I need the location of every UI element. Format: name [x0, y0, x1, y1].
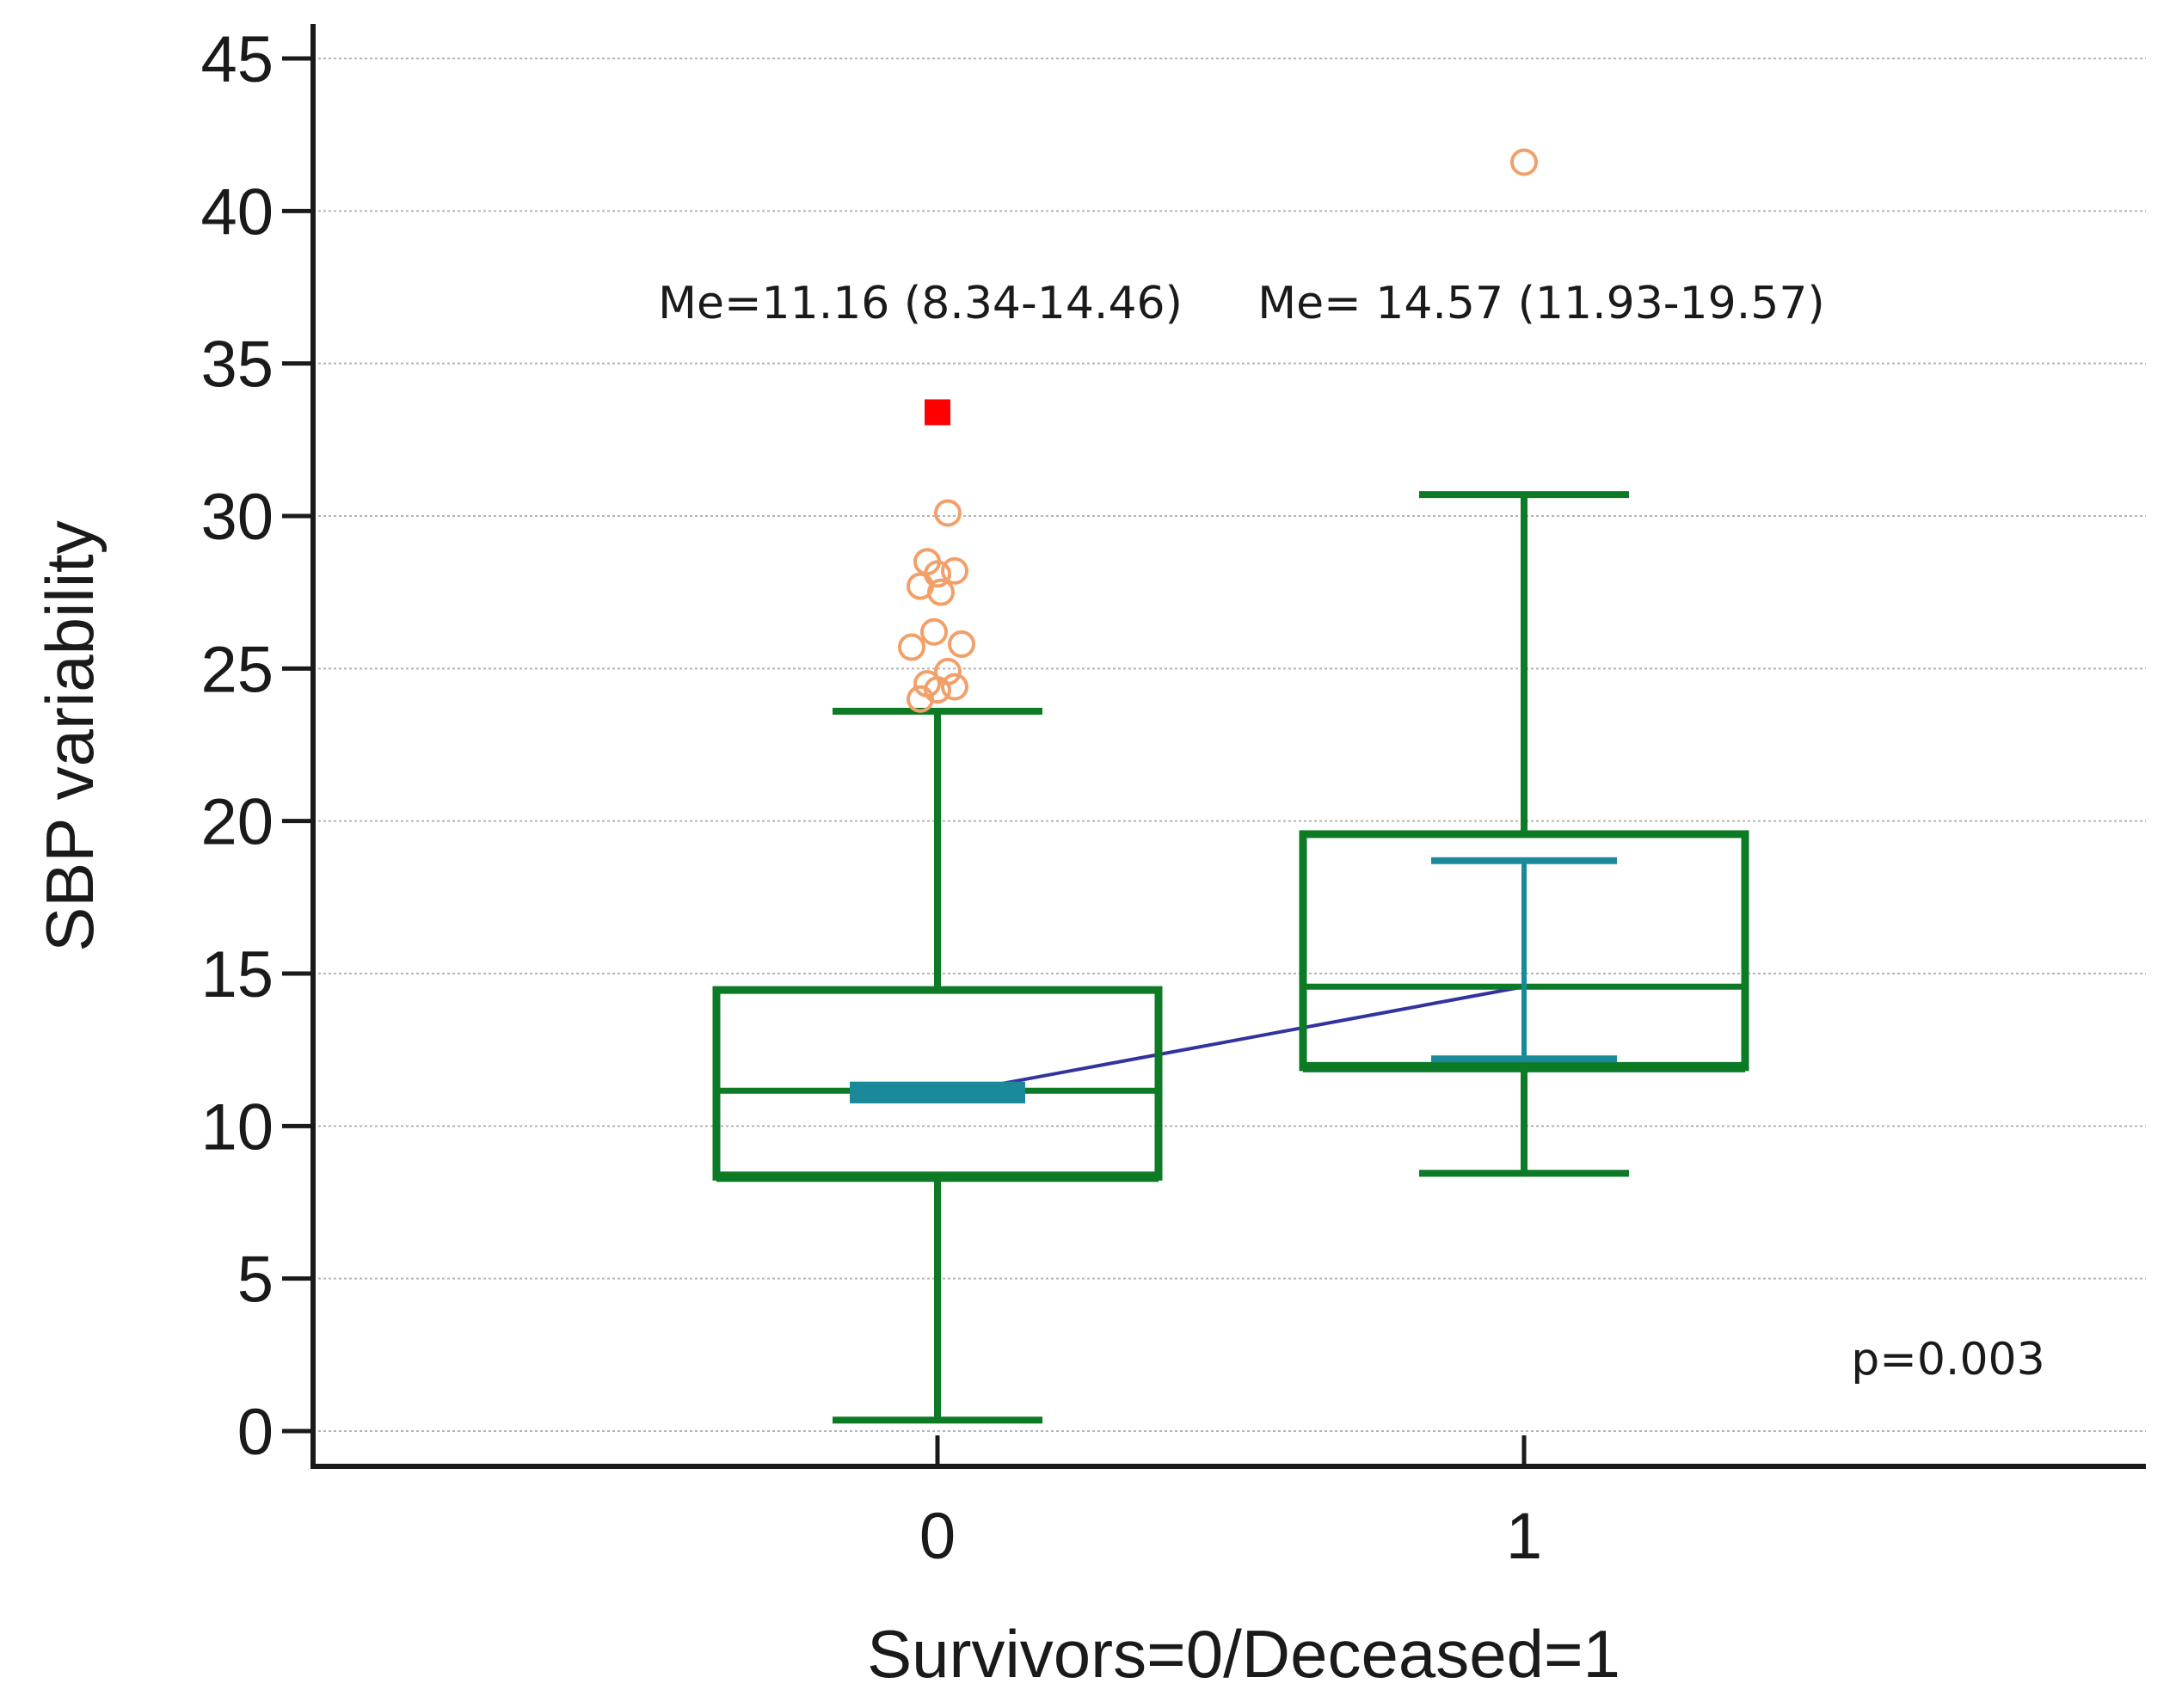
y-tick-label: 35 — [200, 329, 274, 402]
y-tick-label: 30 — [200, 481, 274, 554]
outlier-point — [934, 499, 962, 527]
y-tick-label: 15 — [200, 938, 274, 1011]
outlier-point — [898, 633, 925, 661]
mean-connecting-line — [937, 985, 1525, 1097]
p-value-annotation: p=0.003 — [1851, 1334, 2044, 1385]
y-tick-label: 5 — [237, 1244, 274, 1317]
outlier-point — [934, 657, 962, 685]
x-tick-label: 0 — [919, 1500, 956, 1573]
outlier-point — [920, 617, 948, 646]
plot-area: Me=11.16 (8.34-14.46) Me= 14.57 (11.93-19… — [658, 148, 1825, 1424]
y-tick-label: 0 — [237, 1396, 274, 1469]
grid-lines — [313, 58, 2146, 1432]
y-tick-label: 25 — [200, 633, 274, 706]
x-tick-label: 1 — [1506, 1500, 1542, 1573]
box-group-1: Me= 14.57 (11.93-19.57) — [1257, 148, 1825, 1177]
y-tick-label: 40 — [200, 175, 274, 249]
axes-frame — [310, 24, 2146, 1469]
median-annotation: Me= 14.57 (11.93-19.57) — [1257, 278, 1824, 329]
outlier-point — [913, 670, 941, 698]
y-tick-label: 20 — [200, 786, 274, 859]
outlier-point — [1510, 148, 1538, 176]
box-group-0: Me=11.16 (8.34-14.46) — [658, 278, 1183, 1424]
y-axis-label: SBP variability — [32, 520, 108, 951]
median-annotation: Me=11.16 (8.34-14.46) — [658, 278, 1183, 329]
y-axis-ticks: 0 5 10 15 20 25 30 35 40 45 — [200, 23, 313, 1469]
far-outlier-point — [925, 399, 950, 426]
outlier-point — [941, 673, 968, 701]
y-tick-label: 10 — [200, 1091, 274, 1164]
outlier-point — [941, 556, 968, 585]
outlier-point — [913, 548, 941, 576]
y-tick-label: 45 — [200, 23, 274, 96]
mean-ci-marker — [850, 1081, 1025, 1103]
x-axis-label: Survivors=0/Deceased=1 — [867, 1616, 1620, 1692]
outlier-point — [948, 630, 975, 658]
